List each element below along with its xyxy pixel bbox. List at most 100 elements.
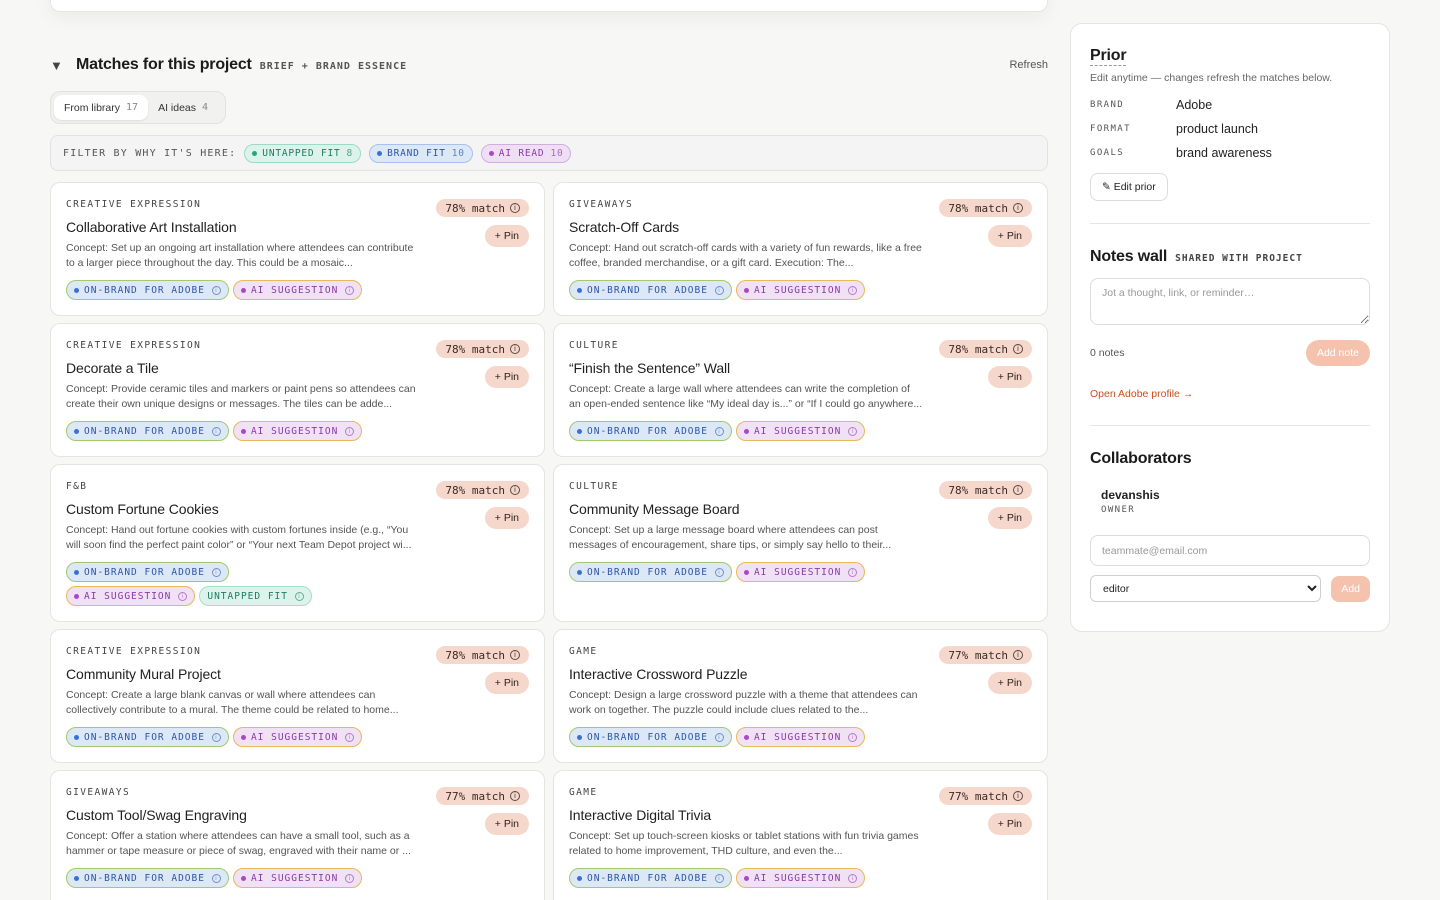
info-icon[interactable]: i <box>345 426 355 436</box>
idea-card[interactable]: GIVEAWAYS Custom Tool/Swag Engraving Con… <box>50 770 545 900</box>
info-icon[interactable]: i <box>1013 650 1023 660</box>
dot-icon <box>240 875 246 881</box>
info-icon[interactable]: i <box>1013 344 1023 354</box>
info-icon[interactable]: i <box>714 732 724 742</box>
idea-card[interactable]: CREATIVE EXPRESSION Collaborative Art In… <box>50 182 545 316</box>
info-icon[interactable]: i <box>211 285 221 295</box>
role-select[interactable]: editor <box>1090 575 1321 602</box>
filter-chip-ai-read[interactable]: AI READ 10 <box>480 143 572 163</box>
tab-ai-ideas[interactable]: AI ideas 4 <box>148 95 218 120</box>
info-icon[interactable]: i <box>1013 791 1023 801</box>
divider <box>1090 223 1370 224</box>
info-icon[interactable]: i <box>714 285 724 295</box>
refresh-button[interactable]: Refresh <box>1009 59 1048 71</box>
pin-button[interactable]: + Pin <box>484 366 529 388</box>
info-icon[interactable]: i <box>510 344 520 354</box>
card-description: Concept: Create a large blank canvas or … <box>66 689 399 716</box>
match-label: 78% match <box>445 201 505 215</box>
info-icon[interactable]: i <box>211 426 221 436</box>
card-category: GAME <box>569 646 598 657</box>
info-icon[interactable]: i <box>714 567 724 577</box>
tag-label: ON-BRAND FOR ADOBE <box>84 731 205 743</box>
pin-button[interactable]: + Pin <box>987 507 1032 529</box>
info-icon[interactable]: i <box>510 485 520 495</box>
tag-on-brand: ON-BRAND FOR ADOBE i <box>569 727 732 747</box>
card-category: CREATIVE EXPRESSION <box>66 646 202 657</box>
tag-label: AI SUGGESTION <box>753 284 842 296</box>
dot-icon <box>240 428 246 434</box>
tab-from-library[interactable]: From library 17 <box>54 95 149 120</box>
collaborators-title: Collaborators <box>1090 450 1192 467</box>
idea-card[interactable]: GIVEAWAYS Scratch-Off Cards Concept: Han… <box>553 182 1048 316</box>
info-icon[interactable]: i <box>345 873 355 883</box>
prior-fields: BRAND Adobe FORMAT product launch GOALS … <box>1090 98 1370 160</box>
card-tags: ON-BRAND FOR ADOBE i AI SUGGESTION i <box>569 421 1032 445</box>
prior-field-goals: GOALS brand awareness <box>1090 146 1370 160</box>
chip-count: 8 <box>346 147 354 159</box>
collapse-caret-icon[interactable]: ▼ <box>50 57 63 73</box>
pin-button[interactable]: + Pin <box>987 672 1032 694</box>
tag-ai-suggestion: AI SUGGESTION i <box>735 280 866 300</box>
info-icon[interactable]: i <box>211 567 221 577</box>
pin-button[interactable]: + Pin <box>484 672 529 694</box>
info-icon[interactable]: i <box>848 426 858 436</box>
idea-card[interactable]: CREATIVE EXPRESSION Community Mural Proj… <box>50 629 545 763</box>
tag-on-brand: ON-BRAND FOR ADOBE i <box>66 562 229 582</box>
dot-icon <box>74 875 79 881</box>
idea-card[interactable]: F&B Custom Fortune Cookies Concept: Hand… <box>50 464 545 622</box>
match-badge: 78% match i <box>436 646 529 664</box>
info-icon[interactable]: i <box>510 203 520 213</box>
dot-icon <box>743 287 749 293</box>
add-note-button[interactable]: Add note <box>1305 340 1370 366</box>
info-icon[interactable]: i <box>1013 485 1023 495</box>
info-icon[interactable]: i <box>345 732 355 742</box>
info-icon[interactable]: i <box>178 591 188 601</box>
idea-card[interactable]: CULTURE Community Message Board Concept:… <box>553 464 1048 622</box>
pin-button[interactable]: + Pin <box>987 813 1032 835</box>
pin-button[interactable]: + Pin <box>987 225 1032 247</box>
info-icon[interactable]: i <box>848 567 858 577</box>
info-icon[interactable]: i <box>345 285 355 295</box>
match-label: 77% match <box>948 648 1008 662</box>
idea-card[interactable]: GAME Interactive Digital Trivia Concept:… <box>553 770 1048 900</box>
dot-icon <box>488 150 494 156</box>
pin-button[interactable]: + Pin <box>484 507 529 529</box>
card-description: Concept: Provide ceramic tiles and marke… <box>66 383 416 410</box>
info-icon[interactable]: i <box>848 285 858 295</box>
tag-label: ON-BRAND FOR ADOBE <box>587 731 708 743</box>
card-tags: ON-BRAND FOR ADOBE i AI SUGGESTION i <box>66 727 529 751</box>
dot-icon <box>577 569 582 575</box>
edit-prior-button[interactable]: ✎ Edit prior <box>1090 173 1168 201</box>
info-icon[interactable]: i <box>211 873 221 883</box>
tag-label: ON-BRAND FOR ADOBE <box>84 425 205 437</box>
invite-email-input[interactable] <box>1090 535 1370 566</box>
match-label: 78% match <box>948 201 1008 215</box>
pin-button[interactable]: + Pin <box>484 813 529 835</box>
prior-title[interactable]: Prior <box>1090 47 1127 66</box>
idea-card[interactable]: CULTURE “Finish the Sentence” Wall Conce… <box>553 323 1048 457</box>
info-icon[interactable]: i <box>510 650 520 660</box>
filter-chip-untapped-fit[interactable]: UNTAPPED FIT 8 <box>244 143 362 163</box>
card-title: Interactive Digital Trivia <box>569 807 712 823</box>
info-icon[interactable]: i <box>1013 203 1023 213</box>
pin-button[interactable]: + Pin <box>484 225 529 247</box>
pin-button[interactable]: + Pin <box>987 366 1032 388</box>
info-icon[interactable]: i <box>848 732 858 742</box>
idea-card[interactable]: GAME Interactive Crossword Puzzle Concep… <box>553 629 1048 763</box>
card-title: Community Mural Project <box>66 666 221 682</box>
note-textarea[interactable] <box>1090 278 1370 325</box>
info-icon[interactable]: i <box>211 732 221 742</box>
filter-chip-brand-fit[interactable]: BRAND FIT 10 <box>369 143 473 163</box>
info-icon[interactable]: i <box>295 591 304 601</box>
match-badge: 78% match i <box>436 481 529 499</box>
info-icon[interactable]: i <box>714 426 724 436</box>
info-icon[interactable]: i <box>510 791 520 801</box>
info-icon[interactable]: i <box>848 873 858 883</box>
info-icon[interactable]: i <box>714 873 724 883</box>
card-description: Concept: Create a large wall where atten… <box>569 383 923 410</box>
add-collaborator-button[interactable]: Add <box>1331 575 1370 602</box>
card-category: CULTURE <box>569 481 619 492</box>
idea-card[interactable]: CREATIVE EXPRESSION Decorate a Tile Conc… <box>50 323 545 457</box>
open-profile-link[interactable]: Open Adobe profile → <box>1090 388 1194 400</box>
tag-on-brand: ON-BRAND FOR ADOBE i <box>66 727 229 747</box>
